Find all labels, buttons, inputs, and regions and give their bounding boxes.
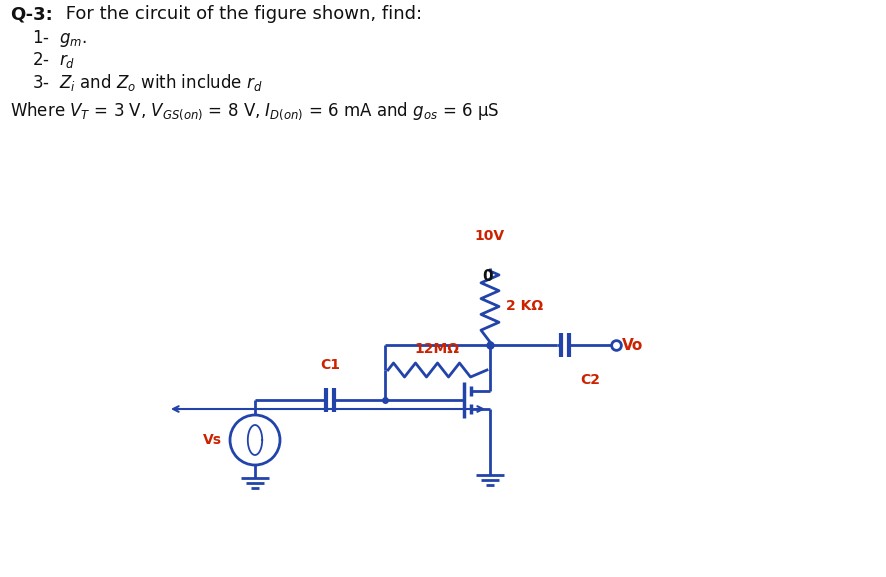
Text: 2 KΩ: 2 KΩ: [506, 299, 543, 313]
Text: 2-  $r_d$: 2- $r_d$: [32, 50, 75, 70]
Text: For the circuit of the figure shown, find:: For the circuit of the figure shown, fin…: [60, 5, 422, 23]
Text: 12MΩ: 12MΩ: [415, 342, 460, 356]
Text: Q-3:: Q-3:: [10, 5, 53, 23]
Text: 0: 0: [483, 269, 494, 284]
Text: C2: C2: [580, 373, 600, 387]
Text: 10V: 10V: [475, 229, 505, 243]
Text: 3-  $Z_i$ and $Z_o$ with include $r_d$: 3- $Z_i$ and $Z_o$ with include $r_d$: [32, 72, 263, 93]
Text: Vs: Vs: [203, 433, 222, 447]
Text: 1-  $g_m$.: 1- $g_m$.: [32, 28, 87, 49]
Text: Vo: Vo: [622, 338, 643, 353]
Text: Where $V_T$ = 3 V, $V_{GS(on)}$ = 8 V, $I_{D(on)}$ = 6 mA and $g_{os}$ = 6 μS: Where $V_T$ = 3 V, $V_{GS(on)}$ = 8 V, $…: [10, 100, 500, 122]
Text: C1: C1: [320, 358, 340, 372]
